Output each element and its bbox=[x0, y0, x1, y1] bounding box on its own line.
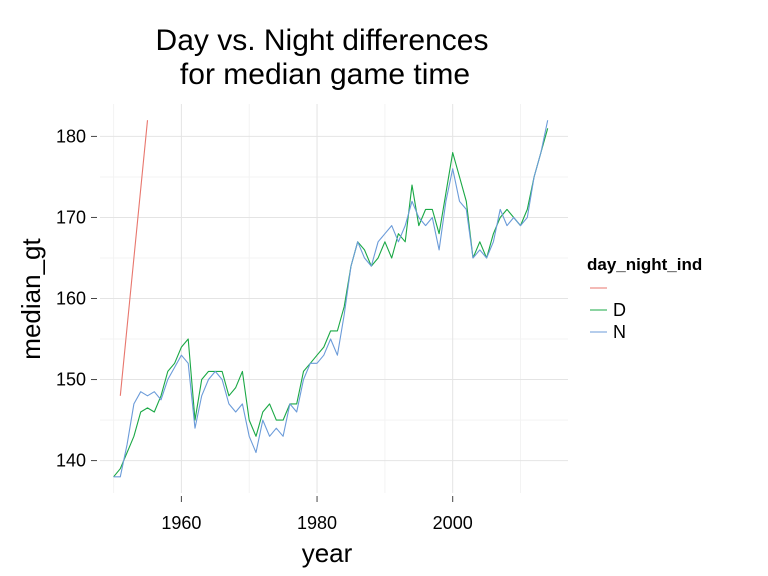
y-tick-label: 160 bbox=[56, 289, 86, 309]
y-tick-label: 170 bbox=[56, 207, 86, 227]
legend-label: N bbox=[613, 322, 626, 342]
y-tick-label: 180 bbox=[56, 126, 86, 146]
series-line-d bbox=[114, 128, 548, 477]
chart-title-line-1: Day vs. Night differences bbox=[156, 24, 489, 57]
x-tick-label: 1980 bbox=[297, 513, 337, 533]
y-axis-title: median_gt bbox=[16, 238, 46, 360]
y-tick-label: 150 bbox=[56, 370, 86, 390]
legend-label: D bbox=[613, 300, 626, 320]
axis-ticks: 1960 1980 2000 140 150 160 170 180 bbox=[56, 126, 473, 533]
legend-title: day_night_ind bbox=[587, 255, 702, 274]
x-tick-label: 1960 bbox=[161, 513, 201, 533]
grid bbox=[100, 104, 568, 493]
chart-title-line-2: for median game time bbox=[180, 58, 470, 91]
x-tick-label: 2000 bbox=[433, 513, 473, 533]
legend: day_night_ind DN bbox=[587, 255, 702, 342]
chart-title: Day vs. Night differences for median gam… bbox=[156, 24, 489, 91]
x-axis-title: year bbox=[302, 538, 353, 568]
y-tick-label: 140 bbox=[56, 451, 86, 471]
